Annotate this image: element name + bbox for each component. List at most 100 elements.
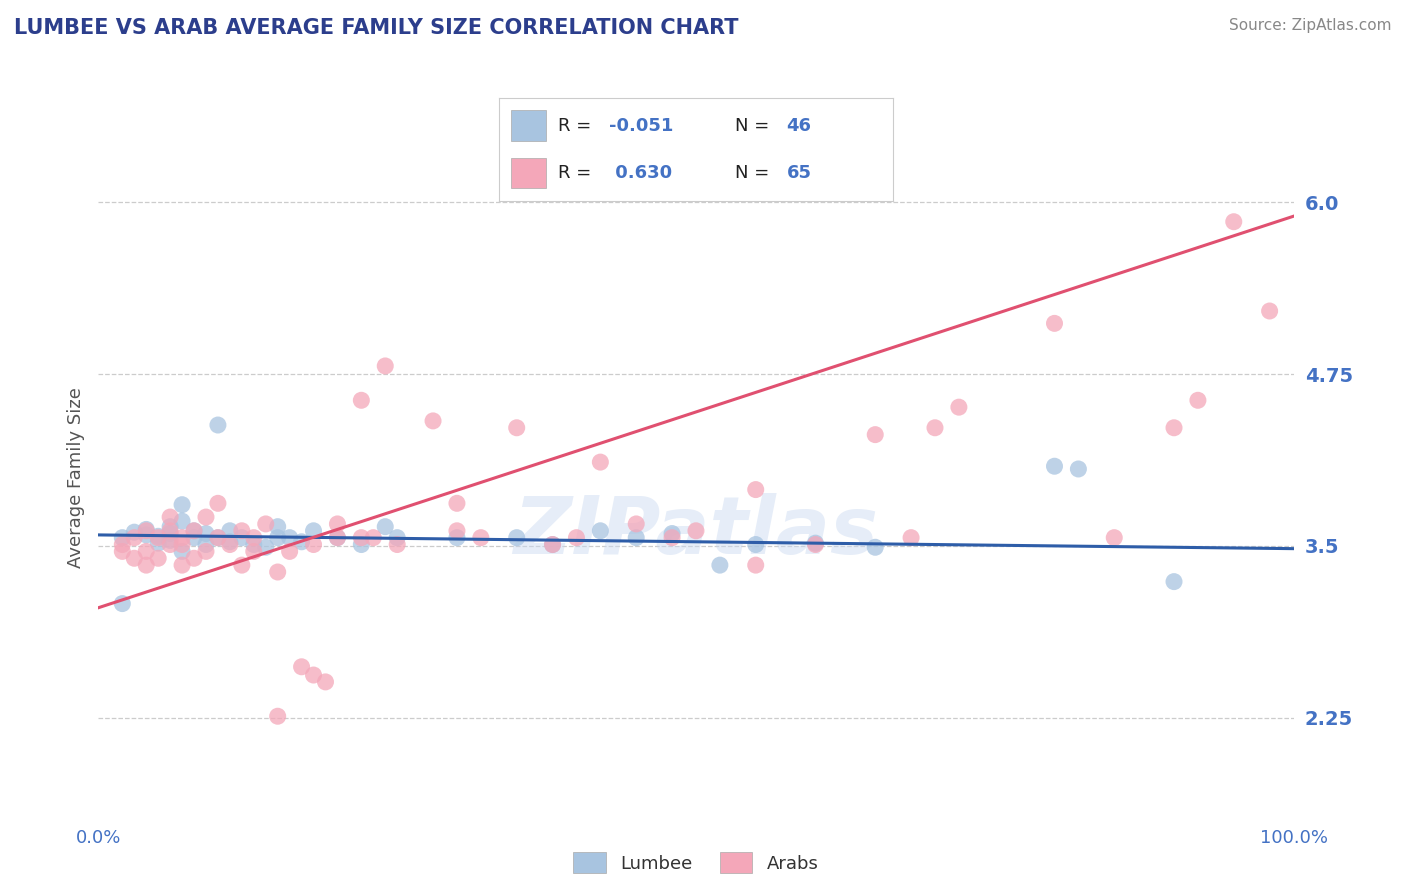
- Text: -0.051: -0.051: [609, 117, 673, 135]
- Point: [374, 519, 396, 533]
- Point: [1163, 574, 1185, 589]
- Point: [148, 529, 170, 543]
- Point: [207, 531, 229, 545]
- Text: 0.630: 0.630: [609, 164, 672, 182]
- Point: [243, 537, 266, 551]
- Point: [159, 537, 181, 551]
- Point: [159, 510, 181, 524]
- Point: [231, 531, 253, 545]
- Point: [745, 558, 768, 573]
- Point: [135, 558, 157, 573]
- Point: [385, 531, 409, 545]
- Point: [863, 541, 887, 555]
- Point: [194, 510, 218, 524]
- Point: [231, 524, 253, 538]
- Point: [111, 537, 134, 551]
- Point: [159, 519, 181, 533]
- Point: [626, 516, 648, 531]
- Point: [243, 531, 266, 545]
- Point: [183, 551, 205, 566]
- Point: [900, 531, 922, 545]
- Point: [589, 455, 612, 469]
- Point: [565, 531, 588, 545]
- Point: [135, 528, 157, 542]
- Point: [291, 534, 314, 549]
- Point: [124, 531, 146, 545]
- Point: [219, 534, 242, 549]
- Point: [315, 674, 337, 689]
- Point: [172, 537, 194, 551]
- Point: [661, 531, 683, 545]
- Text: N =: N =: [735, 117, 769, 135]
- Point: [254, 516, 277, 531]
- Point: [1187, 393, 1209, 408]
- Point: [326, 516, 349, 531]
- Point: [135, 544, 157, 558]
- Point: [924, 421, 946, 435]
- Point: [685, 524, 707, 538]
- Point: [745, 483, 768, 497]
- Point: [385, 537, 409, 551]
- Point: [219, 524, 242, 538]
- Point: [172, 498, 194, 512]
- Point: [135, 523, 157, 537]
- Point: [219, 537, 242, 551]
- Point: [1067, 462, 1090, 476]
- Point: [172, 514, 194, 528]
- Point: [207, 531, 229, 545]
- Point: [124, 525, 146, 540]
- Point: [446, 531, 468, 545]
- Point: [506, 421, 529, 435]
- Text: R =: R =: [558, 164, 592, 182]
- Y-axis label: Average Family Size: Average Family Size: [66, 387, 84, 567]
- Point: [183, 531, 205, 545]
- Point: [172, 531, 194, 545]
- FancyBboxPatch shape: [510, 111, 547, 141]
- Point: [267, 565, 290, 579]
- Point: [135, 524, 157, 538]
- Point: [350, 393, 373, 408]
- Point: [278, 531, 301, 545]
- Text: Source: ZipAtlas.com: Source: ZipAtlas.com: [1229, 18, 1392, 33]
- Point: [243, 544, 266, 558]
- Point: [111, 531, 134, 545]
- Point: [194, 544, 218, 558]
- Point: [207, 417, 229, 432]
- FancyBboxPatch shape: [510, 158, 547, 188]
- Point: [1043, 459, 1066, 474]
- Point: [1043, 317, 1066, 331]
- Point: [446, 496, 468, 510]
- Point: [326, 531, 349, 545]
- Point: [661, 526, 683, 541]
- Point: [183, 524, 205, 538]
- Point: [626, 531, 648, 545]
- Point: [159, 533, 181, 548]
- Point: [446, 524, 468, 538]
- Point: [111, 544, 134, 558]
- Point: [267, 709, 290, 723]
- Point: [1222, 215, 1246, 229]
- Point: [111, 597, 134, 611]
- Point: [1258, 304, 1281, 318]
- Point: [350, 531, 373, 545]
- Point: [124, 551, 146, 566]
- Point: [231, 558, 253, 573]
- Point: [541, 537, 564, 551]
- Point: [278, 544, 301, 558]
- Point: [541, 537, 564, 551]
- Point: [159, 524, 181, 538]
- Point: [589, 524, 612, 538]
- Text: 46: 46: [786, 117, 811, 135]
- Point: [804, 537, 827, 551]
- Point: [709, 558, 731, 573]
- Point: [1163, 421, 1185, 435]
- Point: [374, 359, 396, 373]
- Point: [194, 526, 218, 541]
- Point: [350, 537, 373, 551]
- Point: [804, 536, 827, 550]
- Point: [363, 531, 385, 545]
- Point: [948, 400, 970, 414]
- Point: [302, 668, 325, 682]
- Point: [172, 558, 194, 573]
- Point: [267, 519, 290, 533]
